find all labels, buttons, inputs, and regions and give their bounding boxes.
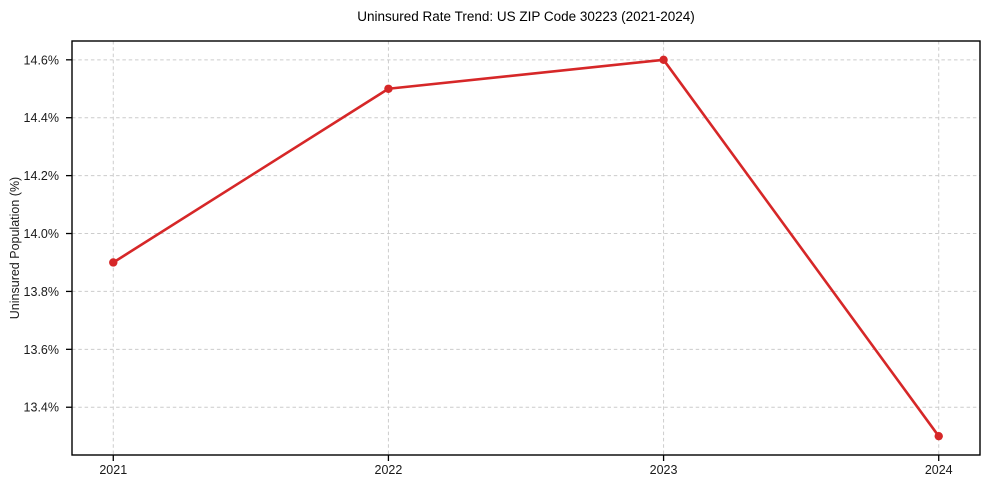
data-point-2021 [109, 258, 118, 267]
data-point-2023 [659, 55, 668, 65]
plot-border [71, 40, 981, 456]
trend-line [111, 58, 941, 438]
y-tick-label: 14.6% [24, 53, 59, 67]
x-tick-label: 2022 [375, 463, 403, 477]
data-point-2022 [384, 84, 393, 93]
y-tick-label: 13.4% [24, 401, 59, 415]
chart-title: Uninsured Rate Trend: US ZIP Code 30223 … [357, 9, 694, 24]
y-tick-label: 13.6% [24, 343, 59, 357]
x-tick-label: 2024 [925, 463, 953, 477]
y-tick-label: 14.4% [24, 111, 59, 125]
x-tick-label: 2023 [650, 463, 678, 477]
y-tick-label: 13.8% [24, 285, 59, 299]
y-tick-label: 14.2% [24, 169, 59, 183]
y-tick-label: 14.0% [24, 227, 59, 241]
x-tick-label: 2021 [99, 463, 127, 477]
y-axis-label: Uninsured Population (%) [8, 177, 22, 319]
data-point-2024 [934, 431, 943, 441]
